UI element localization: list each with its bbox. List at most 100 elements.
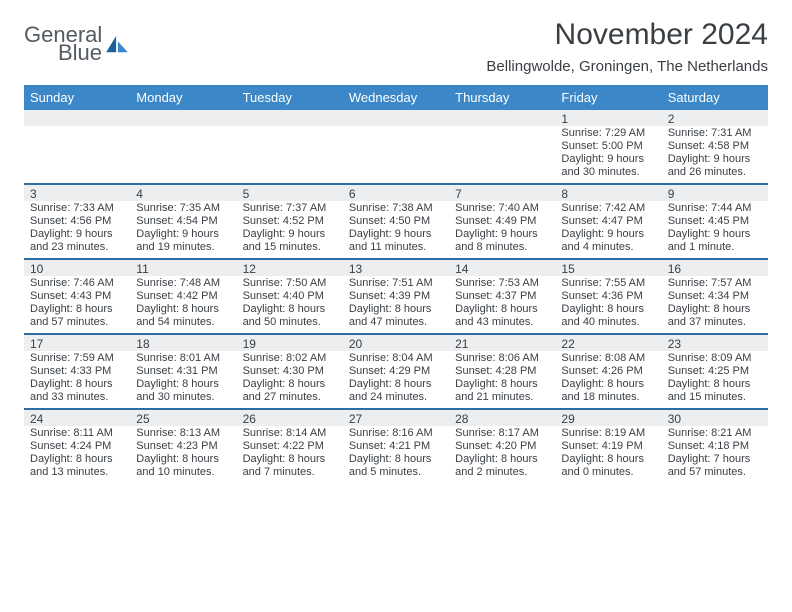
day-number-cell: 21 (449, 334, 555, 351)
day-detail-cell: Sunrise: 7:37 AMSunset: 4:52 PMDaylight:… (237, 201, 343, 259)
sunset-text: Sunset: 4:52 PM (243, 215, 337, 228)
week-detail-row: Sunrise: 7:59 AMSunset: 4:33 PMDaylight:… (24, 351, 768, 409)
sunset-text: Sunset: 4:18 PM (668, 440, 762, 453)
day-detail-cell: Sunrise: 8:17 AMSunset: 4:20 PMDaylight:… (449, 426, 555, 484)
day-number-cell: 6 (343, 184, 449, 201)
daylight-text-1: Daylight: 8 hours (136, 378, 230, 391)
day-number-cell: 30 (662, 409, 768, 426)
sunrise-text: Sunrise: 7:59 AM (30, 352, 124, 365)
sunset-text: Sunset: 4:19 PM (561, 440, 655, 453)
day-detail-cell: Sunrise: 7:33 AMSunset: 4:56 PMDaylight:… (24, 201, 130, 259)
day-number-cell: 17 (24, 334, 130, 351)
day-detail-cell (449, 126, 555, 184)
sunrise-text: Sunrise: 8:21 AM (668, 427, 762, 440)
daylight-text-1: Daylight: 9 hours (455, 228, 549, 241)
daylight-text-1: Daylight: 9 hours (561, 228, 655, 241)
daylight-text-1: Daylight: 8 hours (668, 303, 762, 316)
day-detail-cell: Sunrise: 7:51 AMSunset: 4:39 PMDaylight:… (343, 276, 449, 334)
sunset-text: Sunset: 4:28 PM (455, 365, 549, 378)
daylight-text-2: and 47 minutes. (349, 316, 443, 329)
sunrise-text: Sunrise: 7:51 AM (349, 277, 443, 290)
day-number-cell: 11 (130, 259, 236, 276)
daylight-text-1: Daylight: 8 hours (455, 378, 549, 391)
sunrise-text: Sunrise: 8:06 AM (455, 352, 549, 365)
sunset-text: Sunset: 4:20 PM (455, 440, 549, 453)
day-detail-cell (130, 126, 236, 184)
daylight-text-1: Daylight: 9 hours (561, 153, 655, 166)
day-number-cell: 2 (662, 110, 768, 126)
day-detail-cell: Sunrise: 7:48 AMSunset: 4:42 PMDaylight:… (130, 276, 236, 334)
day-detail-cell: Sunrise: 8:19 AMSunset: 4:19 PMDaylight:… (555, 426, 661, 484)
sunrise-text: Sunrise: 8:04 AM (349, 352, 443, 365)
daylight-text-2: and 24 minutes. (349, 391, 443, 404)
sunset-text: Sunset: 4:47 PM (561, 215, 655, 228)
day-number-cell: 18 (130, 334, 236, 351)
week-daynum-row: 24252627282930 (24, 409, 768, 426)
title-block: November 2024 Bellingwolde, Groningen, T… (486, 18, 768, 75)
daylight-text-2: and 54 minutes. (136, 316, 230, 329)
day-number-cell (343, 110, 449, 126)
daylight-text-1: Daylight: 9 hours (30, 228, 124, 241)
daylight-text-2: and 26 minutes. (668, 166, 762, 179)
daylight-text-1: Daylight: 8 hours (349, 303, 443, 316)
week-detail-row: Sunrise: 7:29 AMSunset: 5:00 PMDaylight:… (24, 126, 768, 184)
daylight-text-1: Daylight: 9 hours (243, 228, 337, 241)
daylight-text-2: and 7 minutes. (243, 466, 337, 479)
sunrise-text: Sunrise: 7:29 AM (561, 127, 655, 140)
sunrise-text: Sunrise: 7:53 AM (455, 277, 549, 290)
daylight-text-1: Daylight: 8 hours (30, 378, 124, 391)
day-number-cell: 16 (662, 259, 768, 276)
sunrise-text: Sunrise: 7:37 AM (243, 202, 337, 215)
sunset-text: Sunset: 4:30 PM (243, 365, 337, 378)
sunset-text: Sunset: 4:39 PM (349, 290, 443, 303)
day-detail-cell: Sunrise: 7:38 AMSunset: 4:50 PMDaylight:… (343, 201, 449, 259)
daylight-text-2: and 15 minutes. (668, 391, 762, 404)
sunrise-text: Sunrise: 7:35 AM (136, 202, 230, 215)
sunrise-text: Sunrise: 8:19 AM (561, 427, 655, 440)
day-detail-cell: Sunrise: 7:50 AMSunset: 4:40 PMDaylight:… (237, 276, 343, 334)
daylight-text-2: and 33 minutes. (30, 391, 124, 404)
weekday-header: Tuesday (237, 85, 343, 110)
location-text: Bellingwolde, Groningen, The Netherlands (486, 58, 768, 75)
weekday-header-row: Sunday Monday Tuesday Wednesday Thursday… (24, 85, 768, 110)
sunrise-text: Sunrise: 7:55 AM (561, 277, 655, 290)
sunset-text: Sunset: 4:43 PM (30, 290, 124, 303)
daylight-text-1: Daylight: 8 hours (30, 303, 124, 316)
sunrise-text: Sunrise: 8:08 AM (561, 352, 655, 365)
sunset-text: Sunset: 4:49 PM (455, 215, 549, 228)
day-number-cell: 3 (24, 184, 130, 201)
weekday-header: Saturday (662, 85, 768, 110)
sunrise-text: Sunrise: 8:01 AM (136, 352, 230, 365)
day-detail-cell: Sunrise: 7:53 AMSunset: 4:37 PMDaylight:… (449, 276, 555, 334)
day-detail-cell (343, 126, 449, 184)
sunrise-text: Sunrise: 8:13 AM (136, 427, 230, 440)
daylight-text-1: Daylight: 8 hours (349, 378, 443, 391)
weekday-header: Friday (555, 85, 661, 110)
sunrise-text: Sunrise: 8:17 AM (455, 427, 549, 440)
daylight-text-2: and 40 minutes. (561, 316, 655, 329)
sunset-text: Sunset: 4:23 PM (136, 440, 230, 453)
day-detail-cell: Sunrise: 8:09 AMSunset: 4:25 PMDaylight:… (662, 351, 768, 409)
day-number-cell: 27 (343, 409, 449, 426)
day-number-cell: 23 (662, 334, 768, 351)
daylight-text-1: Daylight: 9 hours (136, 228, 230, 241)
day-detail-cell: Sunrise: 7:57 AMSunset: 4:34 PMDaylight:… (662, 276, 768, 334)
day-number-cell: 4 (130, 184, 236, 201)
day-number-cell: 22 (555, 334, 661, 351)
daylight-text-1: Daylight: 8 hours (455, 303, 549, 316)
day-detail-cell: Sunrise: 8:02 AMSunset: 4:30 PMDaylight:… (237, 351, 343, 409)
sunset-text: Sunset: 4:42 PM (136, 290, 230, 303)
daylight-text-2: and 8 minutes. (455, 241, 549, 254)
day-detail-cell (24, 126, 130, 184)
sunrise-text: Sunrise: 7:40 AM (455, 202, 549, 215)
calendar-table: Sunday Monday Tuesday Wednesday Thursday… (24, 85, 768, 484)
sunset-text: Sunset: 4:29 PM (349, 365, 443, 378)
calendar-page: General Blue November 2024 Bellingwolde,… (0, 0, 792, 484)
daylight-text-2: and 21 minutes. (455, 391, 549, 404)
brand-part2: Blue (58, 40, 102, 65)
daylight-text-2: and 15 minutes. (243, 241, 337, 254)
daylight-text-2: and 57 minutes. (668, 466, 762, 479)
daylight-text-1: Daylight: 9 hours (349, 228, 443, 241)
day-number-cell (449, 110, 555, 126)
daylight-text-2: and 1 minute. (668, 241, 762, 254)
